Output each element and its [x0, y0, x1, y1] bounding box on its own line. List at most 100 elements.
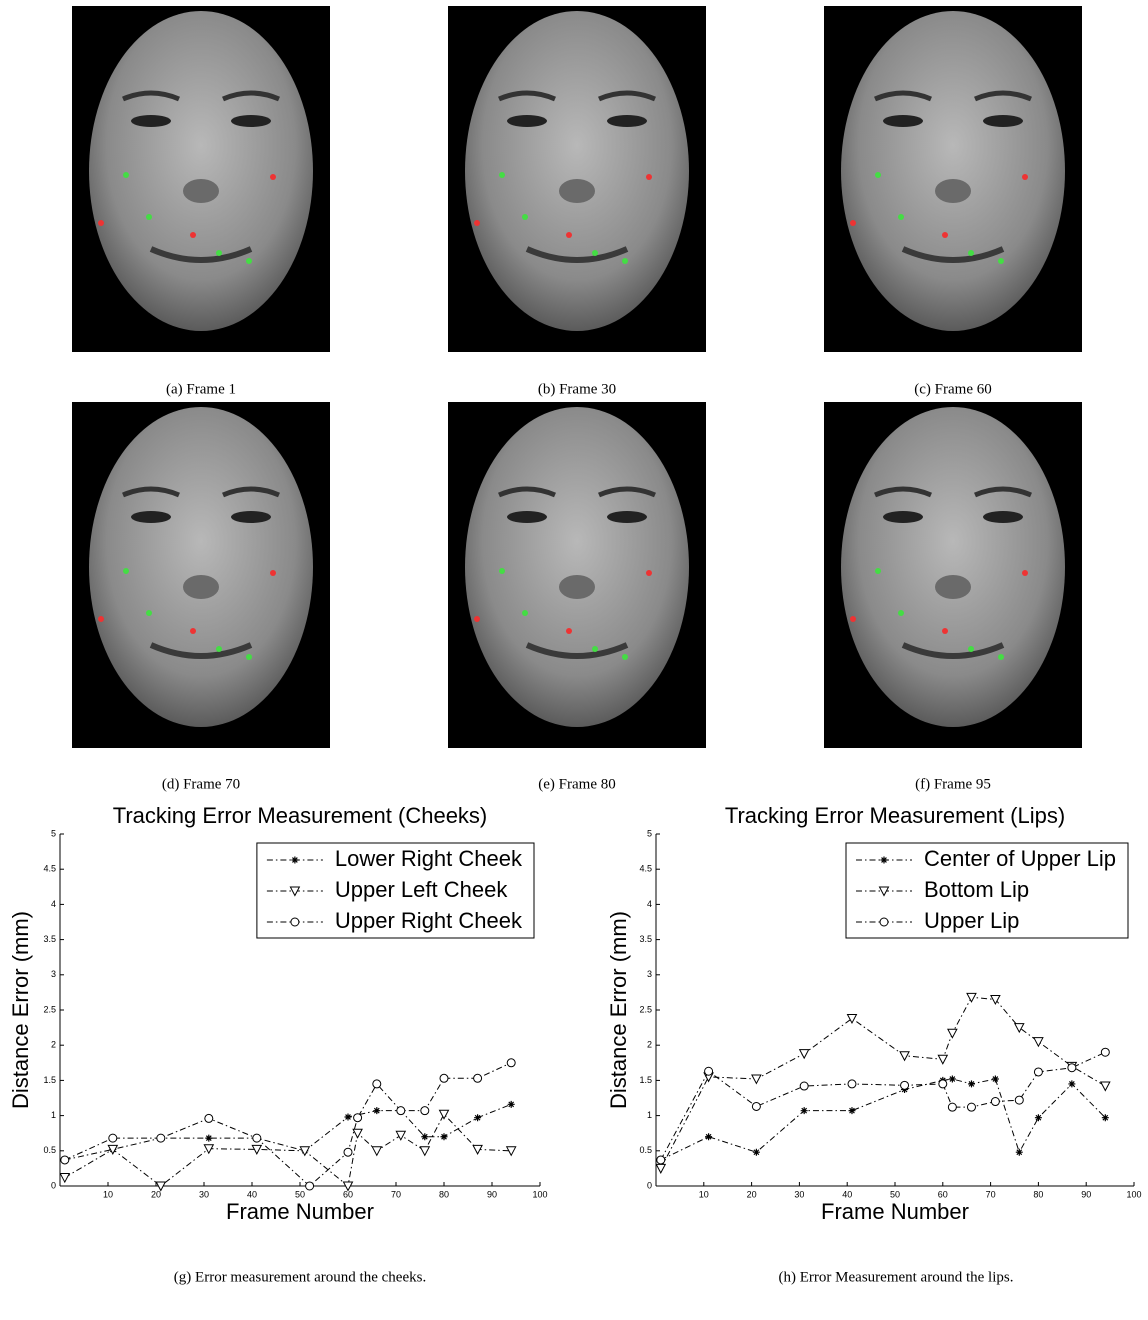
x-tick-label: 80: [1033, 1189, 1043, 1199]
legend-label: Lower Right Cheek: [335, 846, 523, 871]
face-image: [824, 6, 1082, 352]
y-tick-label: 0: [647, 1180, 652, 1190]
legend-marker: [291, 857, 298, 864]
marker-dot: [123, 568, 129, 574]
point: [1035, 1114, 1042, 1121]
image-caption: (c) Frame 60: [914, 381, 991, 397]
y-tick-label: 1.5: [43, 1075, 56, 1085]
point: [372, 1147, 381, 1156]
marker-dot: [190, 628, 196, 634]
marker-dot: [216, 646, 222, 652]
point: [991, 1098, 999, 1106]
y-tick-label: 0.5: [639, 1145, 652, 1155]
point: [440, 1110, 449, 1119]
y-tick-label: 4: [51, 899, 56, 909]
x-tick-label: 80: [439, 1189, 449, 1199]
point: [948, 1103, 956, 1111]
face-image: [72, 6, 330, 352]
marker-dot: [968, 646, 974, 652]
point: [847, 1014, 856, 1023]
image-caption: (a) Frame 1: [166, 381, 236, 397]
face-image: [72, 402, 330, 748]
chart: 00.511.522.533.544.551020304050607080901…: [606, 803, 1142, 1224]
marker-dot: [898, 610, 904, 616]
nose: [935, 179, 971, 203]
y-tick-label: 3.5: [639, 934, 652, 944]
marker-dot: [566, 232, 572, 238]
eye: [607, 115, 647, 127]
chart-caption: (g) Error measurement around the cheeks.: [174, 1269, 426, 1285]
x-tick-label: 70: [986, 1189, 996, 1199]
point: [1068, 1064, 1076, 1072]
point: [949, 1075, 956, 1082]
y-tick-label: 2: [647, 1040, 652, 1050]
marker-dot: [898, 214, 904, 220]
point: [800, 1050, 809, 1059]
point: [848, 1080, 856, 1088]
legend: Center of Upper LipBottom LipUpper Lip: [846, 843, 1128, 938]
marker-dot: [850, 220, 856, 226]
series-line: [65, 1114, 511, 1186]
legend-label: Upper Right Cheek: [335, 908, 523, 933]
x-tick-label: 90: [487, 1189, 497, 1199]
face: [841, 407, 1065, 727]
marker-dot: [270, 174, 276, 180]
legend-marker: [880, 918, 888, 926]
point: [705, 1067, 713, 1075]
point: [939, 1080, 947, 1088]
face: [89, 407, 313, 727]
marker-dot: [474, 616, 480, 622]
y-tick-label: 2: [51, 1040, 56, 1050]
point: [752, 1075, 761, 1084]
marker-dot: [522, 214, 528, 220]
point: [1015, 1096, 1023, 1104]
face: [89, 11, 313, 331]
eye: [131, 115, 171, 127]
nose: [183, 179, 219, 203]
point: [801, 1107, 808, 1114]
face-image: [448, 402, 706, 748]
point: [752, 1102, 760, 1110]
marker-dot: [216, 250, 222, 256]
marker-dot: [246, 654, 252, 660]
point: [507, 1059, 515, 1067]
chart-title: Tracking Error Measurement (Cheeks): [113, 803, 488, 828]
point: [848, 1107, 855, 1114]
y-tick-label: 4.5: [639, 864, 652, 874]
legend-label: Bottom Lip: [924, 877, 1029, 902]
marker-dot: [998, 258, 1004, 264]
point: [968, 1080, 975, 1087]
chart: 00.511.522.533.544.551020304050607080901…: [8, 803, 548, 1224]
eye: [131, 511, 171, 523]
x-tick-label: 70: [391, 1189, 401, 1199]
image-caption: (f) Frame 95: [915, 776, 991, 792]
point: [967, 1103, 975, 1111]
nose: [559, 179, 595, 203]
image-caption: (b) Frame 30: [538, 381, 616, 397]
point: [474, 1114, 481, 1121]
point: [508, 1101, 515, 1108]
marker-dot: [998, 654, 1004, 660]
eye: [507, 115, 547, 127]
chart-title: Tracking Error Measurement (Lips): [725, 803, 1065, 828]
y-axis-label: Distance Error (mm): [606, 911, 631, 1109]
point: [205, 1114, 213, 1122]
y-tick-label: 2.5: [639, 1004, 652, 1014]
marker-dot: [592, 646, 598, 652]
point: [354, 1114, 362, 1122]
x-tick-label: 10: [103, 1189, 113, 1199]
point: [345, 1114, 352, 1121]
point: [656, 1164, 665, 1173]
point: [306, 1182, 314, 1190]
point: [948, 1029, 957, 1038]
point: [421, 1107, 429, 1115]
x-axis-label: Frame Number: [821, 1199, 969, 1224]
x-tick-label: 30: [199, 1189, 209, 1199]
marker-dot: [875, 568, 881, 574]
marker-dot: [622, 258, 628, 264]
point: [61, 1156, 69, 1164]
marker-dot: [522, 610, 528, 616]
marker-dot: [98, 220, 104, 226]
x-tick-label: 20: [151, 1189, 161, 1199]
eye: [507, 511, 547, 523]
